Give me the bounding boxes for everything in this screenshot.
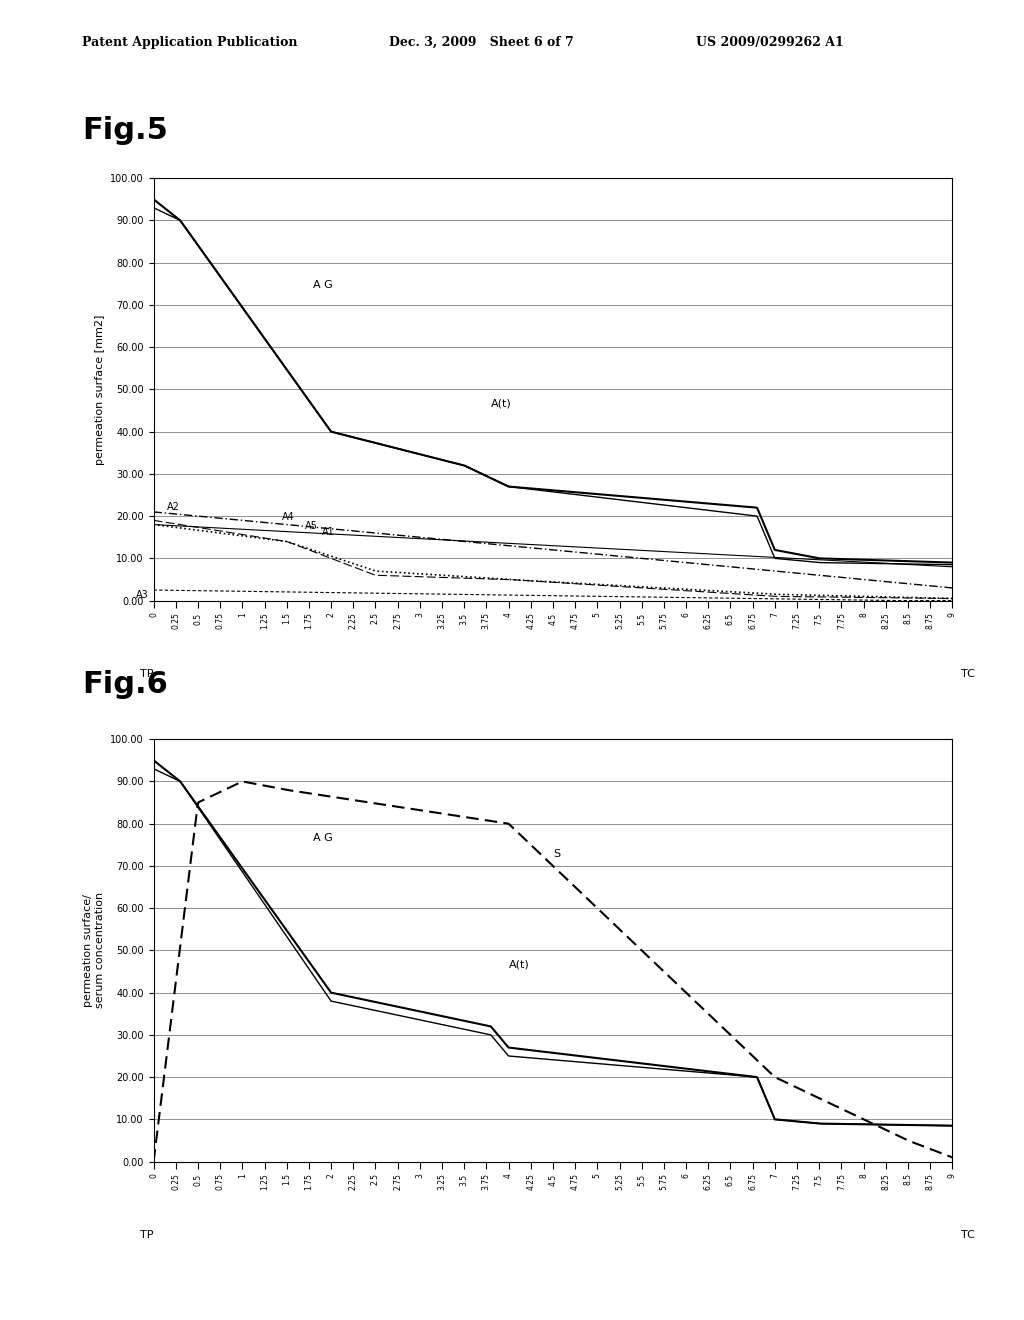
- Text: A3: A3: [136, 590, 148, 601]
- Text: TC: TC: [962, 1230, 975, 1239]
- Text: TP: TP: [140, 669, 154, 678]
- Text: TC: TC: [962, 669, 975, 678]
- Text: Patent Application Publication: Patent Application Publication: [82, 36, 297, 49]
- Text: A(t): A(t): [509, 960, 529, 969]
- Text: Dec. 3, 2009   Sheet 6 of 7: Dec. 3, 2009 Sheet 6 of 7: [389, 36, 573, 49]
- Text: A4: A4: [283, 512, 295, 523]
- Text: Fig.5: Fig.5: [82, 116, 168, 145]
- Text: A5: A5: [304, 521, 317, 531]
- Text: A G: A G: [313, 280, 333, 290]
- Text: US 2009/0299262 A1: US 2009/0299262 A1: [696, 36, 844, 49]
- Text: A2: A2: [167, 502, 180, 512]
- Y-axis label: permeation surface/
serum concentration: permeation surface/ serum concentration: [83, 892, 104, 1008]
- Text: S: S: [553, 850, 560, 859]
- Text: A G: A G: [313, 833, 333, 842]
- Text: A1: A1: [323, 527, 335, 537]
- Y-axis label: permeation surface [mm2]: permeation surface [mm2]: [94, 314, 104, 465]
- Text: TP: TP: [140, 1230, 154, 1239]
- Text: A(t): A(t): [490, 399, 512, 408]
- Text: Fig.6: Fig.6: [82, 671, 168, 700]
